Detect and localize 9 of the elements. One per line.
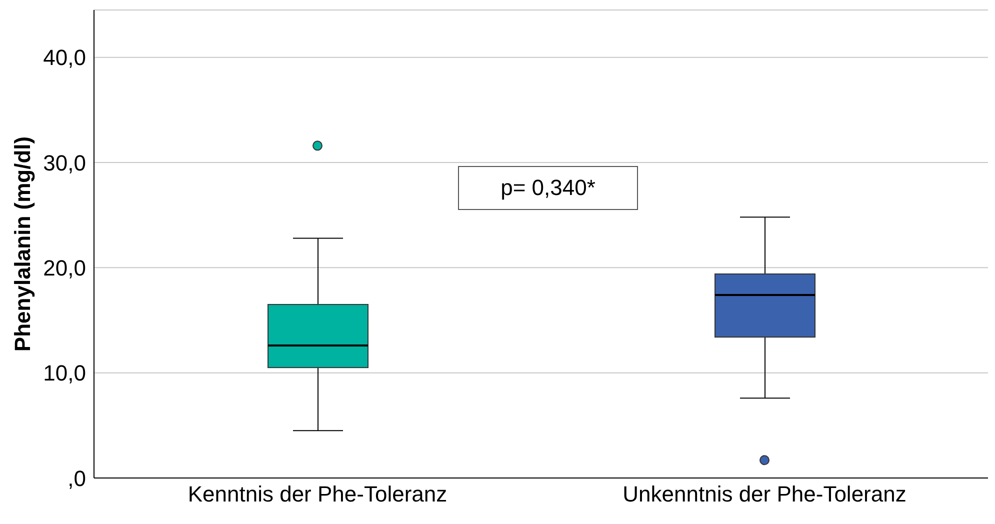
y-axis-title: Phenylalanin (mg/dl) [10, 136, 35, 352]
y-tick-label: 20,0 [43, 255, 86, 280]
y-tick-label: 10,0 [43, 360, 86, 386]
y-tick-label: ,0 [68, 466, 86, 491]
x-tick-label: Kenntnis der Phe-Toleranz [188, 482, 448, 507]
y-tick-label: 30,0 [43, 150, 86, 176]
annotation: p= 0,340* [500, 175, 596, 201]
x-tick-label: Unkenntnis der Phe-Toleranz [622, 482, 906, 507]
y-tick-label: 40,0 [43, 45, 86, 70]
